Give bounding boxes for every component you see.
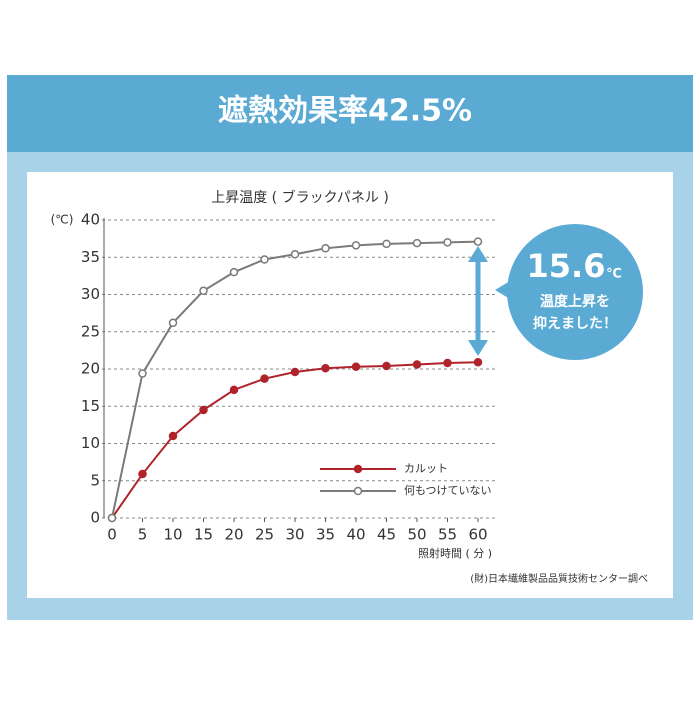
header-band — [7, 75, 693, 152]
marker — [229, 267, 239, 277]
marker — [473, 237, 483, 246]
y-tick-label: 10 — [81, 434, 100, 452]
x-tick-label: 35 — [316, 526, 335, 544]
marker — [443, 238, 452, 247]
marker — [199, 405, 208, 415]
y-tick-label: 40 — [81, 211, 100, 229]
marker — [473, 358, 483, 367]
legend-marker — [353, 464, 363, 474]
y-tick-label: 0 — [90, 509, 100, 527]
x-tick-label: 25 — [255, 526, 274, 544]
x-tick-label: 10 — [163, 526, 182, 544]
marker — [290, 367, 300, 377]
x-tick-label: 45 — [377, 526, 396, 544]
callout-value: 15.6 — [527, 247, 606, 285]
marker — [229, 385, 239, 395]
callout-text: 温度上昇を — [540, 293, 610, 310]
arrow-head — [468, 246, 488, 262]
header-title: 遮熱効果率42.5% — [218, 94, 472, 129]
marker — [412, 238, 422, 248]
y-tick-label: 20 — [81, 360, 100, 378]
marker — [168, 431, 178, 441]
y-tick-label: 25 — [81, 322, 100, 340]
marker — [260, 374, 269, 383]
x-tick-label: 55 — [438, 526, 457, 544]
x-tick-label: 15 — [194, 526, 213, 544]
marker — [321, 364, 330, 373]
marker — [138, 369, 147, 378]
callout-text: 抑えました！ — [533, 315, 617, 332]
plot: 0 5 10 15 20 25 30 35 40 0 5 10 15 20 25 30 35 40 45 50 55 60… — [81, 211, 495, 544]
legend-label: 何もつけていない — [404, 484, 492, 497]
x-tick-label: 60 — [468, 526, 487, 544]
x-tick-label: 20 — [224, 526, 243, 544]
marker — [351, 362, 361, 372]
marker — [382, 361, 391, 371]
marker — [412, 360, 422, 369]
x-tick-label: 5 — [138, 526, 148, 544]
callout-unit: ℃ — [606, 267, 622, 282]
marker — [351, 241, 361, 250]
marker — [382, 239, 391, 249]
marker — [260, 255, 269, 264]
y-tick-label: 15 — [81, 397, 100, 415]
arrow-head — [468, 340, 488, 356]
marker — [138, 469, 147, 479]
marker — [107, 513, 117, 523]
marker — [290, 250, 300, 259]
legend-label: カルット — [404, 462, 448, 475]
x-tick-label: 0 — [107, 526, 117, 544]
y-tick-label: 30 — [81, 285, 100, 303]
marker — [168, 318, 178, 328]
source: (財)日本繊維製品品質技術センター調べ — [470, 572, 648, 585]
x-tick-label: 50 — [407, 526, 426, 544]
callout — [507, 224, 643, 360]
y-tick-label: 35 — [81, 248, 100, 266]
marker — [443, 358, 452, 368]
marker — [199, 286, 208, 296]
x-tick-label: 30 — [285, 526, 304, 544]
x-label: 照射時間 ( 分 ) — [418, 546, 492, 560]
marker — [321, 244, 330, 253]
x-tick-label: 40 — [346, 526, 365, 544]
y-tick-label: 5 — [90, 471, 100, 489]
chart-title: 上昇温度 ( ブラックパネル ) — [211, 189, 389, 206]
legend-marker — [353, 486, 363, 496]
y-unit: (℃) — [51, 213, 74, 227]
